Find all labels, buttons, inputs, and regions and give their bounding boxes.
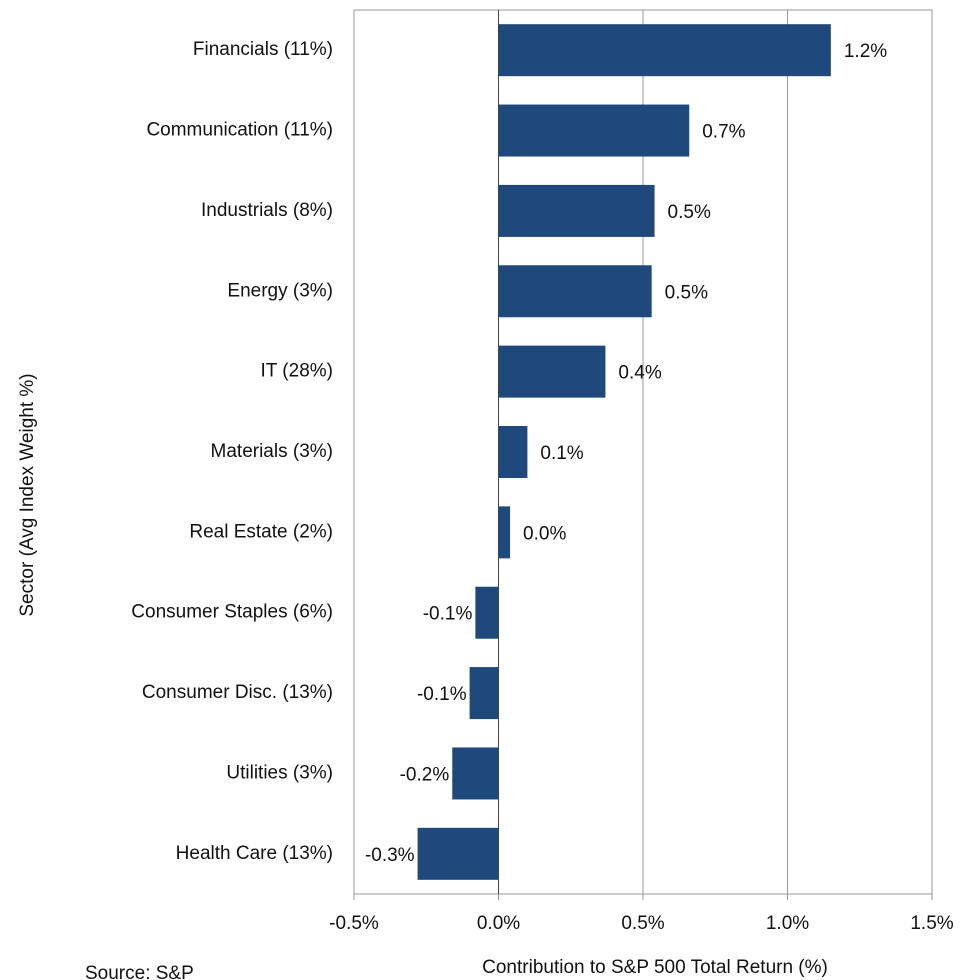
- x-tick-label: 0.5%: [621, 913, 664, 934]
- bar: [452, 747, 499, 800]
- data-label: 0.7%: [702, 122, 745, 143]
- y-tick-label: Utilities (3%): [226, 762, 333, 783]
- y-tick-label: Consumer Disc. (13%): [142, 682, 333, 703]
- y-tick-label: Consumer Staples (6%): [131, 602, 333, 623]
- x-tick-label: 1.5%: [910, 913, 953, 934]
- bar: [417, 827, 499, 880]
- y-tick-label: Materials (3%): [211, 441, 333, 462]
- y-tick-label: Communication (11%): [146, 120, 333, 141]
- y-tick-label: Industrials (8%): [201, 200, 333, 221]
- bar: [498, 24, 831, 77]
- y-tick-label: Energy (3%): [227, 280, 333, 301]
- data-label: 0.4%: [618, 363, 661, 384]
- data-label: -0.3%: [365, 845, 415, 866]
- y-tick-label: Health Care (13%): [176, 843, 333, 864]
- data-label: 0.1%: [540, 443, 583, 464]
- x-tick-label: -0.5%: [329, 913, 379, 934]
- data-label: -0.1%: [417, 684, 467, 705]
- bar: [498, 265, 652, 318]
- bar: [475, 586, 499, 639]
- y-tick-label: IT (28%): [260, 361, 333, 382]
- y-tick-label: Real Estate (2%): [189, 521, 333, 542]
- y-tick-label: Financials (11%): [193, 39, 333, 60]
- bar: [498, 104, 690, 157]
- x-axis-label: Contribution to S&P 500 Total Return (%): [482, 957, 828, 978]
- data-label: 0.0%: [523, 523, 566, 544]
- data-label: 1.2%: [844, 41, 887, 62]
- bar: [498, 345, 606, 398]
- bar: [469, 667, 499, 720]
- data-label: 0.5%: [665, 282, 708, 303]
- bar: [498, 184, 655, 237]
- source-note: Source: S&P: [85, 963, 194, 980]
- data-label: 0.5%: [668, 202, 711, 223]
- x-tick-label: 0.0%: [477, 913, 520, 934]
- bar: [498, 506, 511, 559]
- x-tick-label: 1.0%: [766, 913, 809, 934]
- data-label: -0.2%: [400, 764, 450, 785]
- data-label: -0.1%: [423, 604, 473, 625]
- y-axis-label: Sector (Avg Index Weight %): [17, 373, 38, 616]
- bar: [498, 426, 528, 478]
